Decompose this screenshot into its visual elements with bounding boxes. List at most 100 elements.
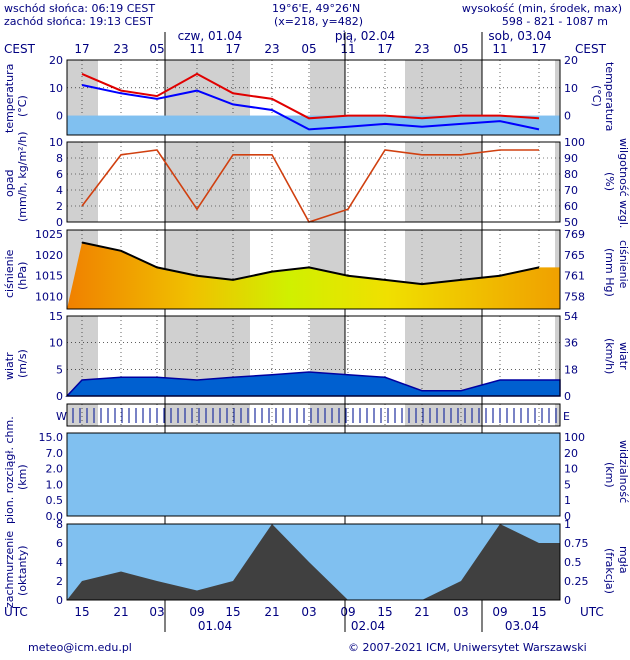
precip-left-label: opad — [3, 169, 16, 197]
night-band — [555, 316, 560, 396]
below-zero-area — [67, 115, 560, 135]
top-tz-left: CEST — [4, 42, 36, 56]
tick-label: 100 — [564, 431, 585, 444]
panel-border — [66, 523, 561, 601]
night-band — [310, 142, 345, 222]
tick-label: 0.0 — [46, 510, 64, 523]
tick-label: 1010 — [35, 291, 63, 304]
bottom-day-label: 02.04 — [351, 619, 385, 633]
tick-label: 15.0 — [39, 431, 64, 444]
tick-label: 20 — [564, 54, 578, 67]
tick-label: 6 — [56, 168, 63, 181]
top-hour-label: 17 — [531, 42, 546, 56]
tick-label: 80 — [564, 168, 578, 181]
wind-area — [65, 371, 561, 397]
panel-border — [66, 403, 561, 427]
elevation-values: 598 - 821 - 1087 m — [501, 15, 608, 28]
night-band — [67, 142, 98, 222]
cloud-left-label: pion. rozciągł. chm. — [3, 416, 16, 524]
tick-label: 20 — [49, 54, 63, 67]
sunset-text: zachód słońca: 19:13 CEST — [4, 15, 153, 28]
bottom-hour-label: 09 — [492, 605, 507, 619]
top-hour-label: 17 — [225, 42, 240, 56]
tick-label: 6 — [56, 537, 63, 550]
top-hour-label: 11 — [189, 42, 204, 56]
top-hour-label: 23 — [113, 42, 128, 56]
tick-label: 1015 — [35, 270, 63, 283]
tick-label: 0 — [564, 390, 571, 403]
wind-right-label: wiatr — [617, 342, 630, 370]
compass-e: E — [563, 410, 570, 423]
precip-right-label: wilgotność wzgl. — [617, 138, 630, 229]
bottom-hour-label: 03 — [301, 605, 316, 619]
tick-label: 0 — [56, 594, 63, 607]
footer-email[interactable]: meteo@icm.edu.pl — [28, 641, 132, 654]
wind-left-unit: (m/s) — [16, 349, 29, 378]
pressure-line — [81, 241, 540, 286]
night-band — [555, 142, 560, 222]
tick-label: 10 — [564, 463, 578, 476]
top-hour-label: 17 — [377, 42, 392, 56]
pressure-left-unit: (hPa) — [16, 261, 29, 290]
tick-label: 0 — [56, 390, 63, 403]
tick-label: 10 — [49, 337, 63, 350]
top-hour-label: 23 — [414, 42, 429, 56]
top-hour-label: 05 — [453, 42, 468, 56]
top-hour-label: 05 — [149, 42, 164, 56]
bottom-hour-label: 03 — [453, 605, 468, 619]
tick-label: 1 — [564, 494, 571, 507]
tick-label: 1 — [564, 518, 571, 531]
panel-border — [66, 141, 561, 223]
bottom-hour-label: 15 — [531, 605, 546, 619]
pressure-area — [67, 242, 560, 309]
precip-left-unit: (mm/h, kg/m²/h) — [16, 131, 29, 222]
top-hour-label: 17 — [74, 42, 89, 56]
cloud-right-label: widzialność — [617, 440, 630, 504]
compass-w: W — [56, 410, 67, 423]
cloud-right-unit: (km) — [603, 462, 616, 488]
cover-left-label: zachmurzenie — [3, 530, 16, 608]
tick-label: 4 — [56, 184, 63, 197]
tick-label: 18 — [564, 363, 578, 376]
bottom-hour-label: 09 — [340, 605, 355, 619]
tick-label: 8 — [56, 518, 63, 531]
tick-label: 5 — [56, 363, 63, 376]
temp-left-unit: (°C) — [16, 95, 29, 117]
tick-label: 50 — [564, 216, 578, 229]
bottom-hour-label: 03 — [149, 605, 164, 619]
tick-label: 758 — [564, 291, 585, 304]
bottom-hour-label: 15 — [74, 605, 89, 619]
tick-label: 0.75 — [564, 537, 589, 550]
cover-right-label: mgła — [617, 546, 630, 574]
panel-border — [66, 59, 561, 136]
tick-label: 0 — [564, 110, 571, 123]
grid-text: (x=218, y=482) — [274, 15, 364, 28]
night-band — [555, 60, 560, 135]
top-hour-label: 23 — [264, 42, 279, 56]
tick-label: 10 — [49, 82, 63, 95]
tick-label: 7.0 — [46, 447, 64, 460]
night-band — [165, 404, 250, 426]
bottom-hour-label: 15 — [225, 605, 240, 619]
bottom-hour-label: 21 — [264, 605, 279, 619]
night-band — [555, 404, 560, 426]
cover-left-unit: (oktanty) — [16, 545, 29, 596]
wind-right-unit: (km/h) — [603, 338, 616, 375]
panel-border — [66, 432, 561, 517]
tick-label: 765 — [564, 249, 585, 262]
bottom-tz-left: UTC — [4, 605, 28, 619]
tick-label: 1.0 — [46, 478, 64, 491]
temperature-line — [81, 72, 540, 120]
tick-label: 2 — [56, 200, 63, 213]
tick-label: 10 — [564, 82, 578, 95]
panel-border — [66, 315, 561, 397]
tick-label: 10 — [49, 136, 63, 149]
tick-label: 15 — [49, 310, 63, 323]
tick-label: 1025 — [35, 228, 63, 241]
coords-text: 19°6'E, 49°26'N — [272, 2, 361, 15]
pressure-left-label: ciśnienie — [3, 249, 16, 298]
tick-label: 90 — [564, 152, 578, 165]
tick-label: 36 — [564, 337, 578, 350]
tick-label: 70 — [564, 184, 578, 197]
